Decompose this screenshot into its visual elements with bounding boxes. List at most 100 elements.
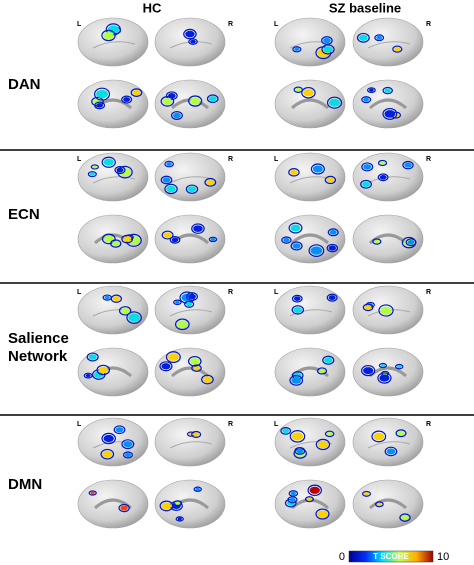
- activation-blob: [103, 158, 114, 166]
- activation-blob: [165, 351, 181, 364]
- activation-blob: [166, 185, 176, 193]
- corpus-callosum: [171, 98, 209, 110]
- activation-blob: [379, 161, 386, 165]
- activation-blob: [121, 439, 135, 450]
- activation-blob: [190, 97, 201, 105]
- sulcus: [92, 41, 136, 49]
- activation-blob: [208, 236, 218, 243]
- activation-blob: [374, 239, 380, 244]
- activation-blob: [193, 365, 200, 371]
- activation-blob: [329, 229, 337, 235]
- column-header: HC: [143, 0, 162, 15]
- activation-blob: [290, 241, 303, 251]
- hemisphere-label: R: [426, 156, 431, 163]
- activation-blob: [373, 432, 385, 441]
- activation-blob: [113, 425, 126, 435]
- activation-blob: [356, 32, 370, 43]
- activation-blob: [96, 364, 111, 376]
- hemisphere-label: R: [228, 21, 233, 28]
- sulcus: [169, 441, 213, 449]
- activation-blob: [405, 238, 417, 247]
- activation-blob: [310, 163, 325, 175]
- activation-blob: [90, 164, 99, 170]
- activation-blob: [303, 89, 314, 97]
- brain: [274, 79, 346, 129]
- activation-blob: [359, 34, 368, 41]
- activation-blob: [382, 86, 393, 95]
- activation-blob: [304, 496, 314, 503]
- activation-blob: [378, 362, 387, 369]
- hemisphere-label: R: [228, 289, 233, 296]
- brain: [77, 479, 149, 529]
- activation-blob: [364, 305, 372, 310]
- activation-blob: [191, 223, 205, 234]
- hemisphere-label: L: [274, 289, 279, 296]
- activation-blob: [88, 490, 97, 496]
- activation-blob: [281, 236, 292, 244]
- activation-blob: [328, 295, 336, 301]
- activation-blob: [107, 25, 119, 34]
- activation-blob: [162, 98, 173, 105]
- activation-blob: [315, 438, 331, 451]
- hemisphere-label: L: [77, 289, 82, 296]
- activation-blob: [187, 355, 202, 367]
- activation-blob: [103, 235, 114, 243]
- hemisphere-label: L: [77, 421, 82, 428]
- activation-blob: [293, 296, 301, 301]
- activation-blob: [321, 36, 333, 45]
- activation-blob: [326, 177, 334, 183]
- activation-blob: [186, 302, 193, 307]
- activation-blob: [404, 162, 412, 168]
- sulcus: [92, 176, 136, 184]
- activation-blob: [166, 162, 172, 166]
- activation-blob: [115, 427, 124, 433]
- activation-blob: [123, 97, 131, 102]
- activation-blob: [363, 367, 374, 375]
- brain: [352, 479, 424, 529]
- activation-blob: [112, 241, 120, 247]
- activation-blob: [191, 364, 202, 372]
- colorbar: [348, 550, 434, 563]
- activation-blob: [98, 366, 108, 374]
- activation-blob: [204, 177, 217, 187]
- activation-blob: [362, 490, 372, 497]
- activation-blob: [289, 430, 306, 443]
- activation-blob: [100, 448, 115, 460]
- brain: [154, 347, 226, 397]
- hemisphere-label: R: [228, 156, 233, 163]
- activation-blob: [399, 513, 411, 522]
- row-label: DMN: [8, 476, 42, 493]
- activation-blob: [296, 448, 304, 454]
- activation-blob: [190, 39, 196, 44]
- row-label: ECN: [8, 206, 40, 223]
- activation-blob: [120, 505, 128, 511]
- activation-blob: [292, 46, 302, 53]
- activation-blob: [372, 238, 382, 245]
- activation-blob: [326, 96, 343, 109]
- activation-blob: [103, 31, 114, 40]
- activation-blob: [289, 375, 304, 386]
- activation-blob: [195, 487, 200, 491]
- activation-blob: [94, 101, 106, 110]
- activation-blob: [185, 30, 195, 38]
- activation-blob: [327, 228, 339, 237]
- activation-blob: [291, 294, 303, 303]
- activation-blob: [110, 239, 122, 248]
- activation-blob: [377, 502, 382, 506]
- activation-blob: [203, 376, 212, 383]
- activation-blob: [159, 500, 174, 512]
- corpus-callosum: [291, 233, 329, 245]
- activation-blob: [318, 368, 326, 374]
- sulcus: [289, 309, 333, 317]
- activation-blob: [367, 87, 376, 94]
- activation-blob: [101, 29, 116, 42]
- hemisphere-label: L: [274, 156, 279, 163]
- activation-blob: [291, 377, 302, 384]
- activation-blob: [171, 237, 179, 243]
- activation-blob: [324, 357, 333, 364]
- activation-blob: [112, 296, 120, 302]
- activation-blob: [377, 372, 392, 384]
- activation-blob: [85, 373, 91, 378]
- activation-blob: [321, 44, 335, 55]
